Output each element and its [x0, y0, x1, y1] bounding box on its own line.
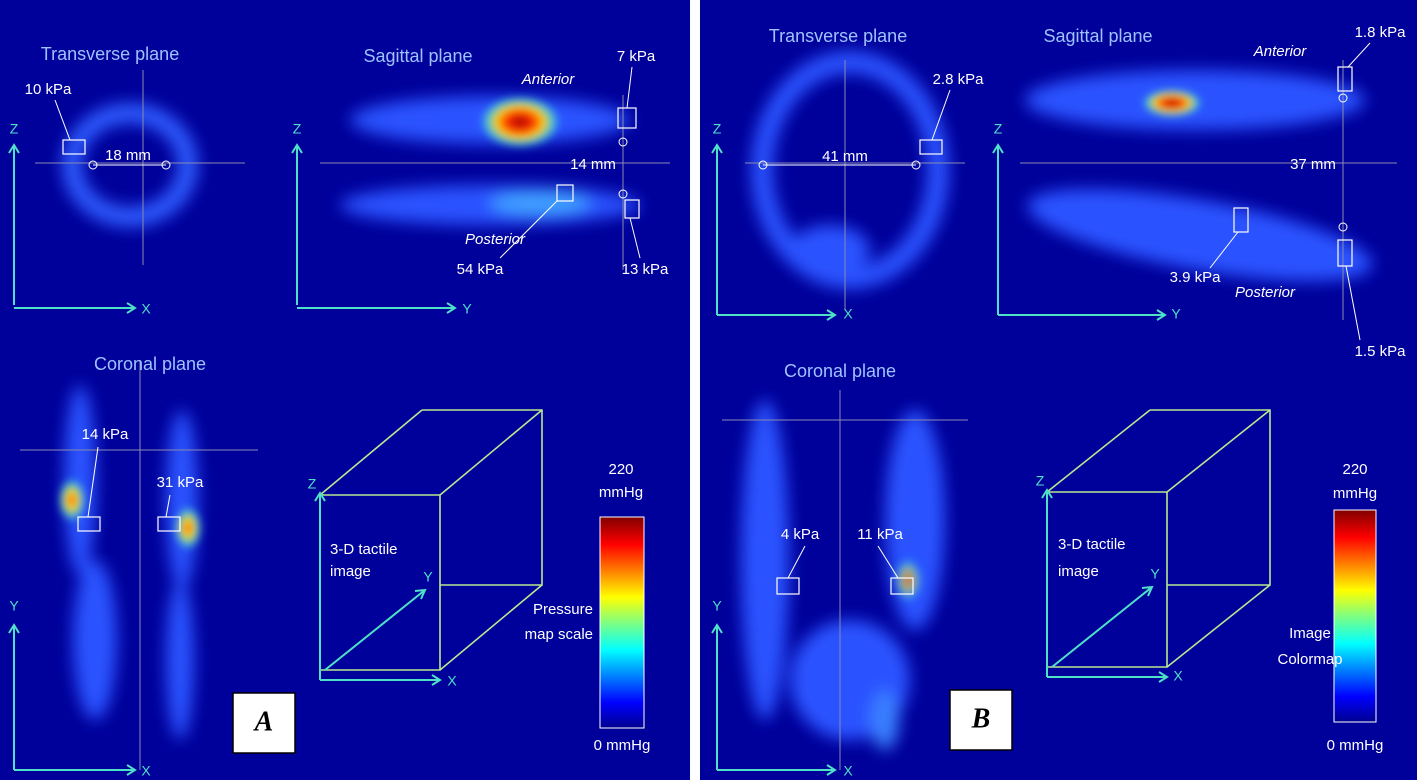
tactile-image — [64, 385, 198, 740]
colorbar-max: 220 — [608, 461, 633, 478]
pressure-label: 4 kPa — [781, 526, 820, 543]
colorbar-max: mmHg — [599, 484, 643, 501]
tactile-image — [62, 103, 198, 227]
distance-label: 41 mm — [822, 148, 868, 165]
pressure-label: 14 kPa — [82, 426, 129, 443]
axis-label: Z — [10, 121, 19, 137]
pressure-label: 13 kPa — [622, 261, 669, 278]
axis-label: Y — [423, 569, 433, 585]
plane-title: Coronal plane — [784, 361, 896, 381]
pressure-label: 10 kPa — [25, 81, 72, 98]
colorbar — [599, 516, 645, 729]
axis-label: X — [447, 673, 457, 689]
plane-title: Coronal plane — [94, 354, 206, 374]
axis-label: X — [1173, 668, 1183, 684]
tactile-image — [751, 51, 949, 289]
panel-label: B — [971, 703, 991, 734]
axis-label: X — [843, 763, 853, 779]
colorbar-title: Colormap — [1277, 651, 1342, 668]
axis-label: Y — [462, 301, 472, 317]
axis-label: Y — [1150, 566, 1160, 582]
panel-a: Transverse plane 10 kPa 18 mm Z X Sagitt… — [0, 0, 690, 780]
axis-label: Z — [994, 121, 1003, 137]
axis-label: Z — [308, 476, 317, 492]
axis-label: Y — [712, 598, 722, 614]
pressure-label: 11 kPa — [857, 526, 903, 543]
colorbar-title: Pressure — [533, 601, 593, 618]
pressure-label: 54 kPa — [457, 261, 504, 278]
pressure-label: 1.8 kPa — [1355, 24, 1407, 41]
axis-label: Z — [293, 121, 302, 137]
cube-caption: 3-D tactile — [330, 541, 398, 558]
orientation-label: Anterior — [1253, 43, 1308, 60]
plane-title: Transverse plane — [41, 44, 179, 64]
distance-label: 14 mm — [570, 156, 616, 173]
cube-caption: 3-D tactile — [1058, 536, 1126, 553]
pressure-label: 3.9 kPa — [1170, 269, 1222, 286]
panel-label: A — [253, 706, 274, 737]
axis-label: X — [141, 763, 151, 779]
plane-title: Transverse plane — [769, 26, 907, 46]
colorbar-max: mmHg — [1333, 485, 1377, 502]
axis-label: X — [843, 306, 853, 322]
axis-label: Z — [1036, 473, 1045, 489]
panel-b: Transverse plane 2.8 kPa 41 mm Z X Sagit… — [700, 0, 1417, 780]
orientation-label: Posterior — [1235, 284, 1296, 301]
colorbar-min: 0 mmHg — [594, 737, 651, 754]
colorbar-title: Image — [1289, 625, 1331, 642]
axis-label: Y — [1171, 306, 1181, 322]
colorbar-title: map scale — [525, 626, 593, 643]
axis-label: X — [141, 301, 151, 317]
colorbar-min: 0 mmHg — [1327, 737, 1384, 754]
colorbar — [1333, 509, 1377, 723]
plane-title: Sagittal plane — [1043, 26, 1152, 46]
distance-label: 37 mm — [1290, 156, 1336, 173]
pressure-label: 31 kPa — [157, 474, 204, 491]
axis-label: Y — [9, 598, 19, 614]
distance-label: 18 mm — [105, 147, 151, 164]
plane-title: Sagittal plane — [363, 46, 472, 66]
pressure-label: 7 kPa — [617, 48, 656, 65]
orientation-label: Posterior — [465, 231, 526, 248]
orientation-label: Anterior — [521, 71, 576, 88]
cube-caption: image — [330, 563, 371, 580]
axis-label: Z — [713, 121, 722, 137]
cube-caption: image — [1058, 563, 1099, 580]
pressure-label: 1.5 kPa — [1355, 343, 1407, 360]
pressure-label: 2.8 kPa — [933, 71, 985, 88]
colorbar-max: 220 — [1342, 461, 1367, 478]
